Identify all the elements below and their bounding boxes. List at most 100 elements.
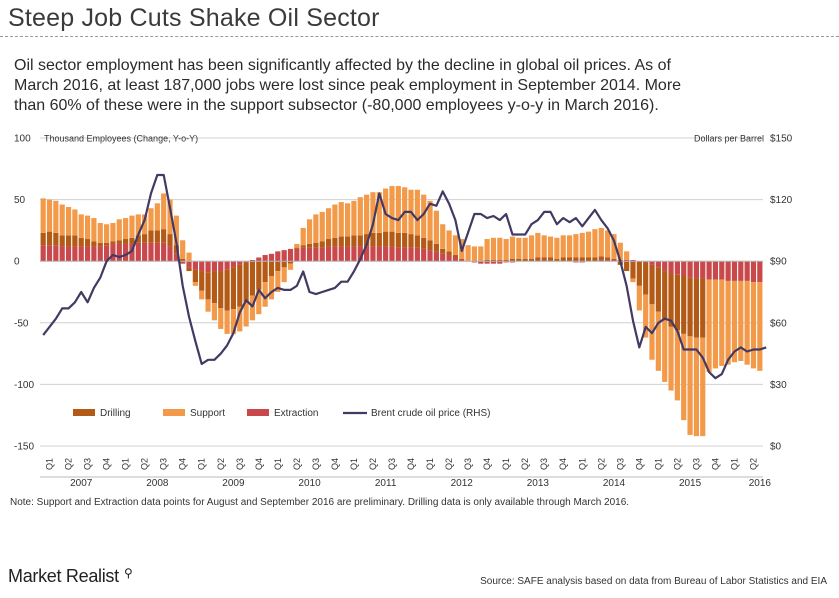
bar-drilling — [611, 258, 617, 260]
bar-support — [224, 310, 230, 334]
x-tick-label: Q1 — [577, 458, 587, 470]
bar-support — [161, 193, 167, 230]
bar-support — [611, 234, 617, 259]
year-label: 2014 — [603, 478, 626, 489]
bar-extraction — [211, 261, 218, 272]
bar-extraction — [237, 261, 243, 265]
bar-drilling — [674, 274, 680, 331]
bar-extraction — [65, 246, 72, 262]
bar-support — [598, 227, 604, 257]
bar-extraction — [180, 261, 186, 264]
bar-drilling — [142, 234, 148, 243]
x-tick-label: Q1 — [45, 458, 55, 470]
bar-support — [535, 232, 541, 258]
bar-drilling — [509, 258, 516, 262]
bar-extraction — [46, 245, 53, 262]
year-label: 2010 — [298, 478, 321, 489]
bar-support — [643, 294, 649, 338]
bar-support — [351, 200, 357, 236]
x-tick-label: Q3 — [235, 458, 245, 470]
bar-extraction — [471, 261, 478, 263]
bar-drilling — [123, 239, 129, 244]
bar-support — [167, 199, 173, 235]
bar-extraction — [719, 261, 725, 280]
bar-drilling — [528, 258, 535, 262]
bar-extraction — [446, 255, 452, 262]
bar-drilling — [78, 237, 84, 247]
bar-drilling — [275, 261, 281, 272]
bar-extraction — [364, 246, 370, 262]
bar-drilling — [503, 259, 509, 262]
bar-extraction — [161, 242, 167, 262]
bar-drilling — [84, 239, 91, 247]
bar-drilling — [319, 241, 325, 248]
bar-drilling — [91, 241, 97, 247]
subtitle-line: Oil sector employment has been significa… — [14, 57, 671, 74]
bar-support — [256, 289, 262, 315]
bar-drilling — [53, 232, 59, 246]
bar-extraction — [142, 242, 148, 262]
subtitle: Oil sector employment has been significa… — [14, 56, 829, 116]
bar-extraction — [452, 257, 459, 262]
bar-extraction — [681, 261, 687, 276]
bar-drilling — [547, 257, 554, 260]
bar-extraction — [579, 261, 585, 263]
bar-support — [199, 290, 205, 300]
bar-extraction — [59, 246, 65, 262]
bar-support — [605, 230, 611, 258]
bar-extraction — [712, 261, 719, 280]
bar-extraction — [655, 261, 661, 268]
bar-extraction — [319, 247, 325, 262]
bar-extraction — [402, 247, 408, 262]
bar-support — [585, 231, 592, 258]
bar-drilling — [681, 275, 687, 334]
bar-drilling — [662, 271, 668, 321]
bar-drilling — [592, 257, 598, 262]
bar-extraction — [605, 259, 611, 262]
bar-drilling — [59, 235, 65, 247]
bar-extraction — [376, 246, 382, 262]
bar-extraction — [541, 259, 547, 262]
x-tick-label: Q2 — [368, 458, 378, 470]
x-tick-label: Q1 — [273, 458, 283, 470]
bar-drilling — [148, 230, 154, 243]
bar-support — [268, 275, 275, 300]
bar-extraction — [148, 242, 154, 262]
bar-drilling — [414, 235, 420, 248]
bar-extraction — [509, 261, 516, 263]
legend-drilling-swatch — [73, 409, 95, 416]
bar-extraction — [389, 246, 395, 262]
bar-support — [592, 229, 598, 258]
bar-drilling — [516, 258, 522, 262]
bar-support — [731, 280, 738, 363]
bar-extraction — [395, 247, 401, 262]
bar-support — [522, 237, 528, 259]
bar-drilling — [110, 241, 116, 244]
bar-support — [313, 214, 319, 243]
y-tick-label: 0 — [14, 257, 20, 268]
bar-extraction — [224, 261, 230, 270]
bar-drilling — [484, 259, 490, 262]
bar-support — [655, 311, 661, 371]
x-tick-label: Q3 — [387, 458, 397, 470]
bar-extraction — [497, 261, 503, 264]
bar-support — [40, 198, 46, 233]
bar-extraction — [668, 261, 674, 274]
x-tick-label: Q1 — [653, 458, 663, 470]
bar-extraction — [173, 253, 179, 262]
bar-drilling — [427, 240, 433, 251]
bar-drilling — [598, 256, 604, 260]
bar-support — [490, 237, 497, 260]
bar-drilling — [700, 278, 706, 338]
bar-support — [668, 326, 674, 391]
x-tick-label: Q4 — [178, 458, 188, 470]
bar-extraction — [503, 261, 509, 263]
bar-extraction — [744, 261, 750, 281]
bar-extraction — [547, 259, 554, 262]
bar-drilling — [338, 236, 344, 247]
bar-support — [338, 202, 344, 237]
bar-extraction — [490, 261, 497, 264]
bar-extraction — [167, 246, 173, 262]
bar-support — [237, 306, 243, 332]
magnifier-q-icon: ⚲ — [124, 566, 133, 580]
